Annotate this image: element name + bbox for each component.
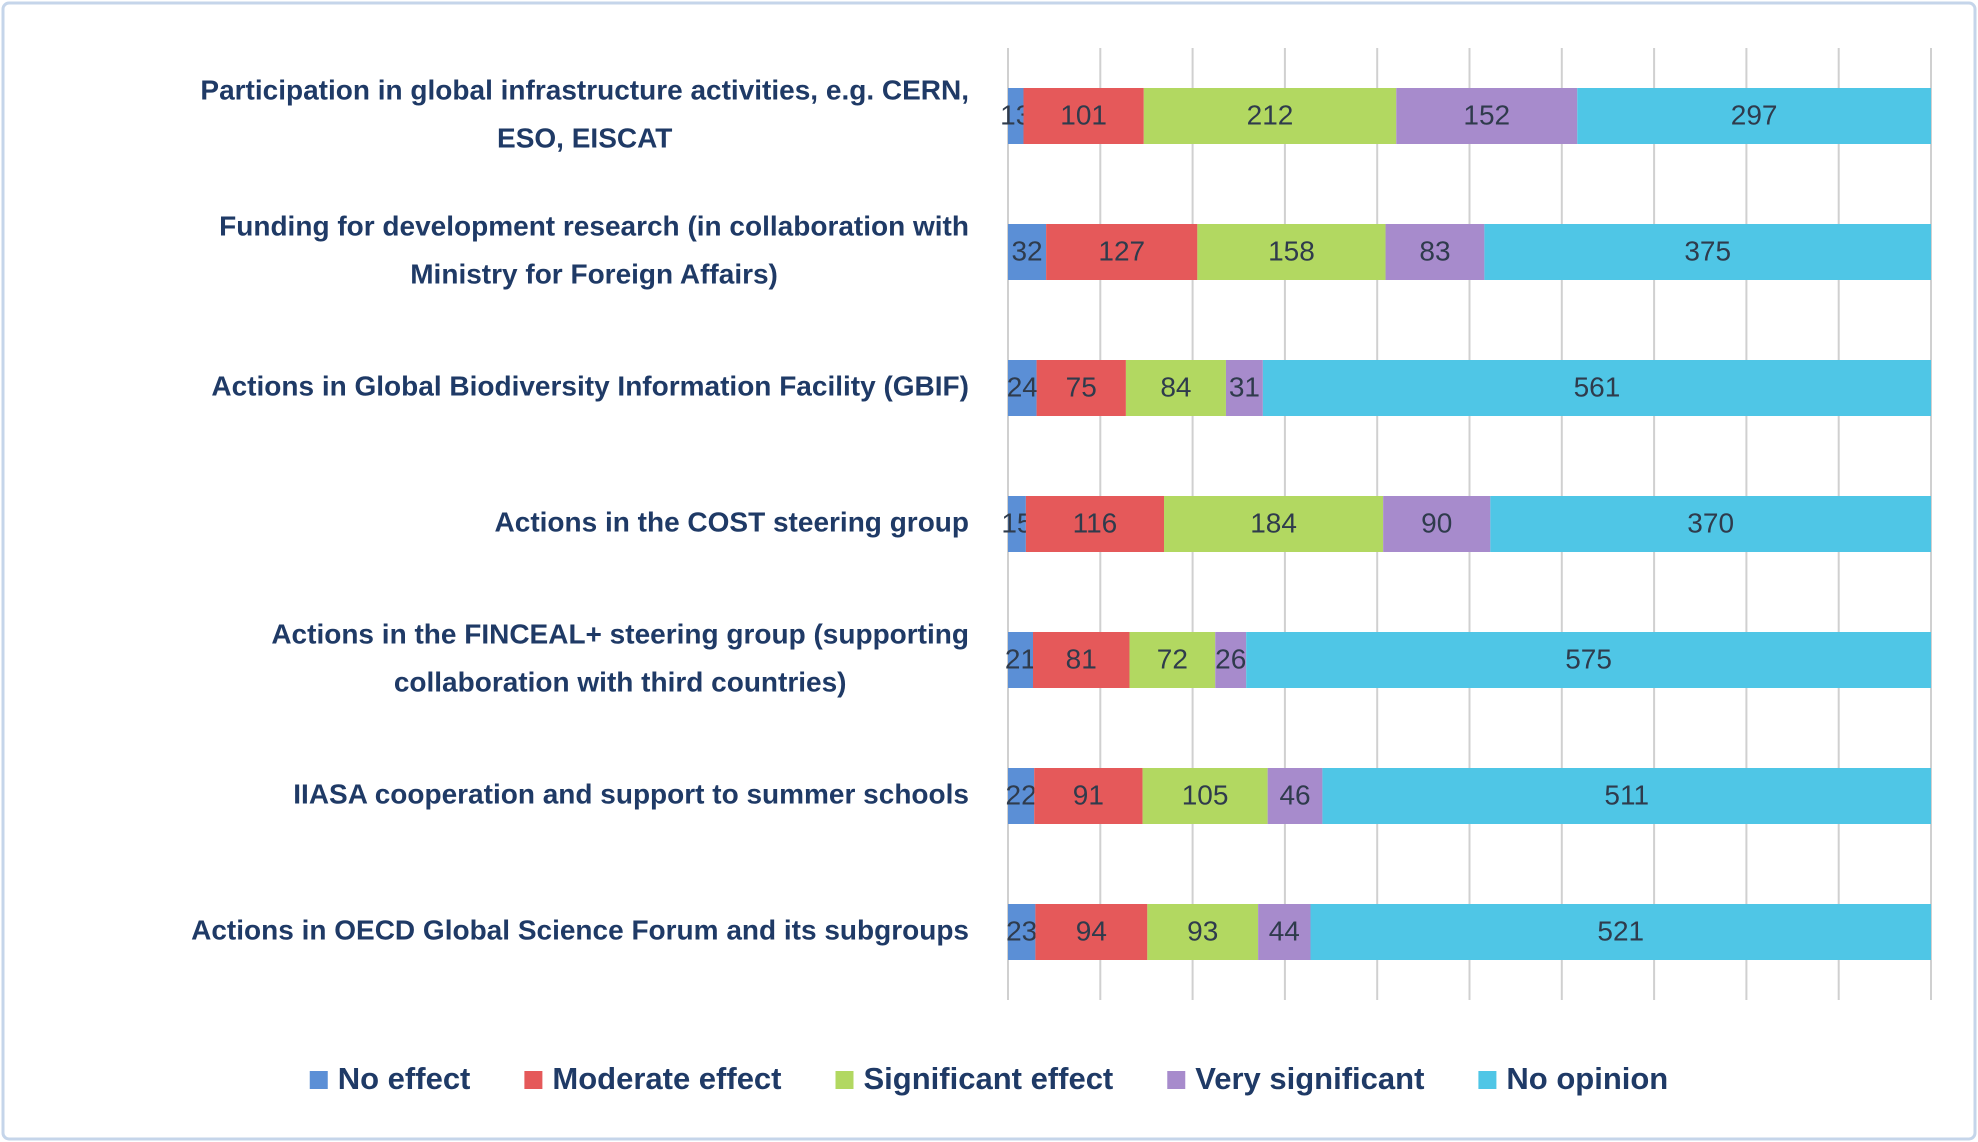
bar-segment: [1322, 768, 1931, 824]
bar-segment: [1008, 496, 1026, 552]
category-label: collaboration with third countries): [394, 666, 847, 697]
bar-segment: [1484, 224, 1931, 280]
value-label: 90: [1421, 507, 1452, 538]
value-label: 24: [1007, 371, 1038, 402]
bar-segment: [1142, 768, 1268, 824]
bar-segment: [1310, 904, 1931, 960]
value-label: 94: [1076, 915, 1107, 946]
bar-segment: [1035, 904, 1148, 960]
value-label: 84: [1160, 371, 1191, 402]
value-label: 72: [1157, 643, 1188, 674]
bar-segment: [1215, 632, 1247, 688]
value-label: 44: [1269, 915, 1300, 946]
bar-segment: [1258, 904, 1311, 960]
legend-swatch: [309, 1071, 328, 1089]
bar-segment: [1008, 360, 1037, 416]
value-label: 152: [1463, 99, 1510, 130]
bar-segment: [1577, 88, 1931, 144]
bar-segment: [1246, 632, 1931, 688]
bar-segment: [1129, 632, 1216, 688]
legend-label: No effect: [338, 1061, 471, 1096]
bar-segment: [1008, 88, 1024, 144]
category-label: Actions in Global Biodiversity Informati…: [211, 370, 969, 401]
legend-label: Very significant: [1195, 1061, 1424, 1096]
bar-segment: [1008, 768, 1035, 824]
labels: Participation in global infrastructure a…: [191, 74, 969, 945]
bar-segment: [1147, 904, 1259, 960]
legend-swatch: [524, 1071, 543, 1089]
value-label: 31: [1229, 371, 1260, 402]
value-label: 81: [1066, 643, 1097, 674]
bar-segment: [1383, 496, 1491, 552]
value-label: 370: [1687, 507, 1734, 538]
value-label: 521: [1597, 915, 1644, 946]
legend-swatch: [835, 1071, 854, 1089]
value-label: 32: [1011, 235, 1042, 266]
category-label: Funding for development research (in col…: [219, 210, 969, 241]
value-label: 23: [1006, 915, 1037, 946]
category-label: IIASA cooperation and support to summer …: [293, 778, 969, 809]
value-label: 561: [1574, 371, 1621, 402]
bar-segment: [1225, 360, 1263, 416]
bar-segment: [1164, 496, 1384, 552]
value-label: 158: [1268, 235, 1315, 266]
value-label: 46: [1279, 779, 1310, 810]
category-label: Actions in the FINCEAL+ steering group (…: [271, 618, 969, 649]
bar-segment: [1267, 768, 1323, 824]
legend-label: Moderate effect: [552, 1061, 781, 1096]
bar-segment: [1025, 496, 1165, 552]
bar-segment: [1008, 224, 1047, 280]
value-label: 212: [1247, 99, 1294, 130]
bar-segment: [1197, 224, 1386, 280]
legend-label: Significant effect: [864, 1061, 1114, 1096]
category-label: Actions in OECD Global Science Forum and…: [191, 914, 969, 945]
value-label: 297: [1731, 99, 1778, 130]
value-label: 26: [1215, 643, 1246, 674]
bar-segment: [1143, 88, 1397, 144]
value-label: 575: [1565, 643, 1612, 674]
category-label: Actions in the COST steering group: [495, 506, 969, 537]
bar-segment: [1034, 768, 1143, 824]
bar-segment: [1385, 224, 1485, 280]
category-label: Ministry for Foreign Affairs): [410, 258, 778, 289]
bar-segment: [1490, 496, 1931, 552]
bar-segment: [1046, 224, 1198, 280]
category-label: Participation in global infrastructure a…: [200, 74, 969, 105]
category-label: ESO, EISCAT: [497, 122, 672, 153]
legend-swatch: [1478, 1071, 1497, 1089]
value-label: 116: [1073, 507, 1118, 538]
value-label: 75: [1066, 371, 1097, 402]
value-label: 375: [1684, 235, 1731, 266]
legend-label: No opinion: [1506, 1061, 1668, 1096]
bar-segment: [1033, 632, 1130, 688]
bar-segment: [1396, 88, 1578, 144]
value-label: 21: [1005, 643, 1036, 674]
bar-segment: [1008, 904, 1036, 960]
bar-segment: [1008, 632, 1034, 688]
bar-segment: [1036, 360, 1126, 416]
bar-segment: [1125, 360, 1226, 416]
value-label: 105: [1182, 779, 1229, 810]
legend-swatch: [1167, 1071, 1186, 1089]
value-label: 83: [1419, 235, 1450, 266]
value-label: 184: [1250, 507, 1297, 538]
value-label: 93: [1187, 915, 1218, 946]
value-label: 101: [1060, 99, 1107, 130]
value-label: 22: [1006, 779, 1037, 810]
value-label: 511: [1604, 779, 1649, 810]
bar-segment: [1023, 88, 1144, 144]
value-label: 91: [1073, 779, 1104, 810]
legend: No effect Moderate effect Significant effe…: [309, 1061, 1668, 1096]
bar-segment: [1262, 360, 1931, 416]
value-label: 127: [1098, 235, 1145, 266]
